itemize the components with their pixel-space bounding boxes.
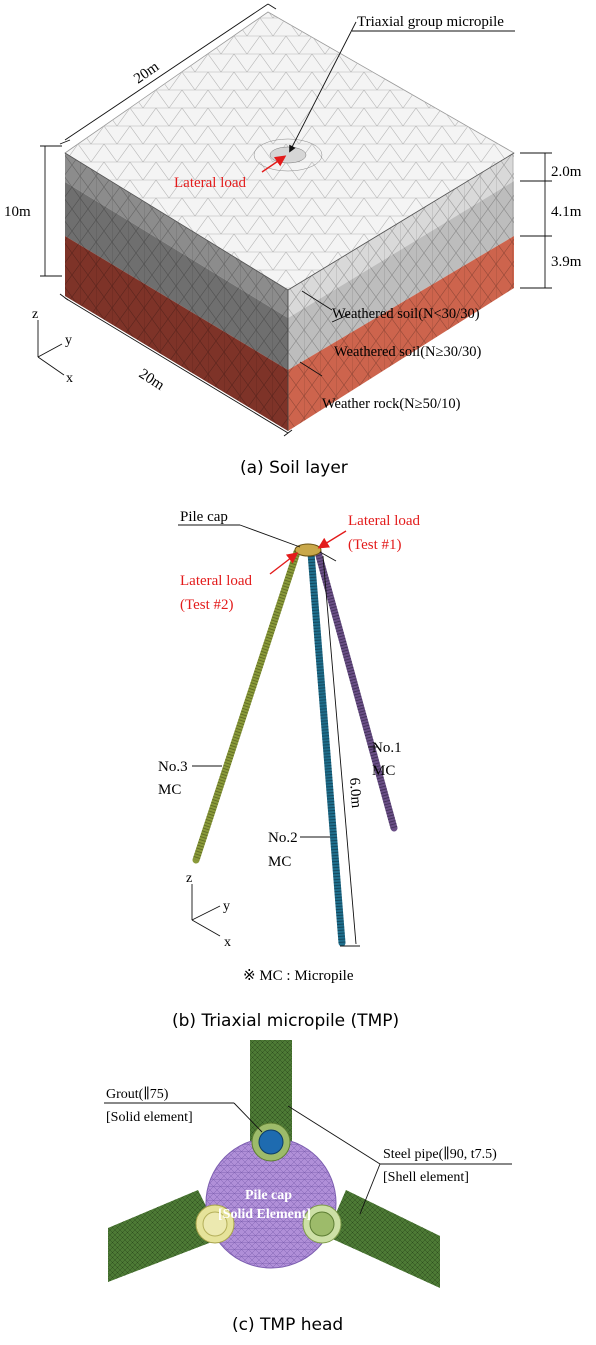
axis-x-b: x <box>224 935 231 950</box>
thickness-label-1: 2.0m <box>551 164 582 180</box>
top-width-label: 20m <box>131 59 162 88</box>
micropile-label: Triaxial group micropile <box>357 14 504 30</box>
front-width-label: 20m <box>136 366 167 394</box>
axis-z-a: z <box>32 307 38 322</box>
pile-2-label-mc: MC <box>268 854 291 870</box>
lateral-load-2-line2: (Test #2) <box>180 597 234 613</box>
grout-label-line2: [Solid element] <box>106 1110 193 1125</box>
pile-1-label-mc: MC <box>372 763 395 779</box>
axis-triad-b <box>191 884 221 937</box>
lateral-load-1-line1: Lateral load <box>348 513 421 529</box>
pile-cap-shape <box>294 543 322 557</box>
axis-y-b: y <box>223 899 230 914</box>
layer-label-2: Weathered soil(N≥30/30) <box>334 344 481 360</box>
layer-label-1: Weathered soil(N<30/30) <box>332 306 480 322</box>
length-label: 6.0m <box>346 777 364 809</box>
caption-c: (c) TMP head <box>232 1315 343 1335</box>
grout-blue <box>258 1129 284 1155</box>
cap-label-line1: Pile cap <box>245 1188 292 1203</box>
steel-label-line2: [Shell element] <box>383 1170 469 1185</box>
layer-label-3: Weather rock(N≥50/10) <box>322 396 461 412</box>
cap-label-line2: [Solid Element] <box>218 1207 311 1222</box>
pile-3-label-no: No.3 <box>158 759 188 775</box>
axis-y-a: y <box>65 333 72 348</box>
axis-z-b: z <box>186 871 192 886</box>
thickness-label-2: 4.1m <box>551 204 582 220</box>
mc-note: ※ MC : Micropile <box>243 968 354 984</box>
grout-green <box>309 1211 335 1237</box>
thickness-label-3: 3.9m <box>551 254 582 270</box>
grout-yellow <box>202 1211 228 1237</box>
pile-3-label-mc: MC <box>158 782 181 798</box>
axis-x-a: x <box>66 371 73 386</box>
pile-2-label-no: No.2 <box>268 830 298 846</box>
lateral-load-label-a: Lateral load <box>174 175 247 191</box>
height-label: 10m <box>4 204 31 220</box>
pile-1 <box>314 548 398 832</box>
axis-triad-a <box>37 320 65 376</box>
pile-1-label-no: No.1 <box>372 740 402 756</box>
tmp-head-mesh <box>108 1040 440 1288</box>
dimension-lines-a <box>40 3 552 437</box>
steel-label-line1: Steel pipe(∥90, t7.5) <box>383 1146 497 1162</box>
lateral-load-1-line2: (Test #1) <box>348 537 402 553</box>
micropile-set <box>192 543 398 947</box>
caption-a: (a) Soil layer <box>240 458 348 478</box>
grout-label-line1: Grout(∥75) <box>106 1086 169 1102</box>
pile-cap-label: Pile cap <box>180 509 228 525</box>
caption-b: (b) Triaxial micropile (TMP) <box>172 1011 399 1031</box>
lateral-load-2-line1: Lateral load <box>180 573 253 589</box>
